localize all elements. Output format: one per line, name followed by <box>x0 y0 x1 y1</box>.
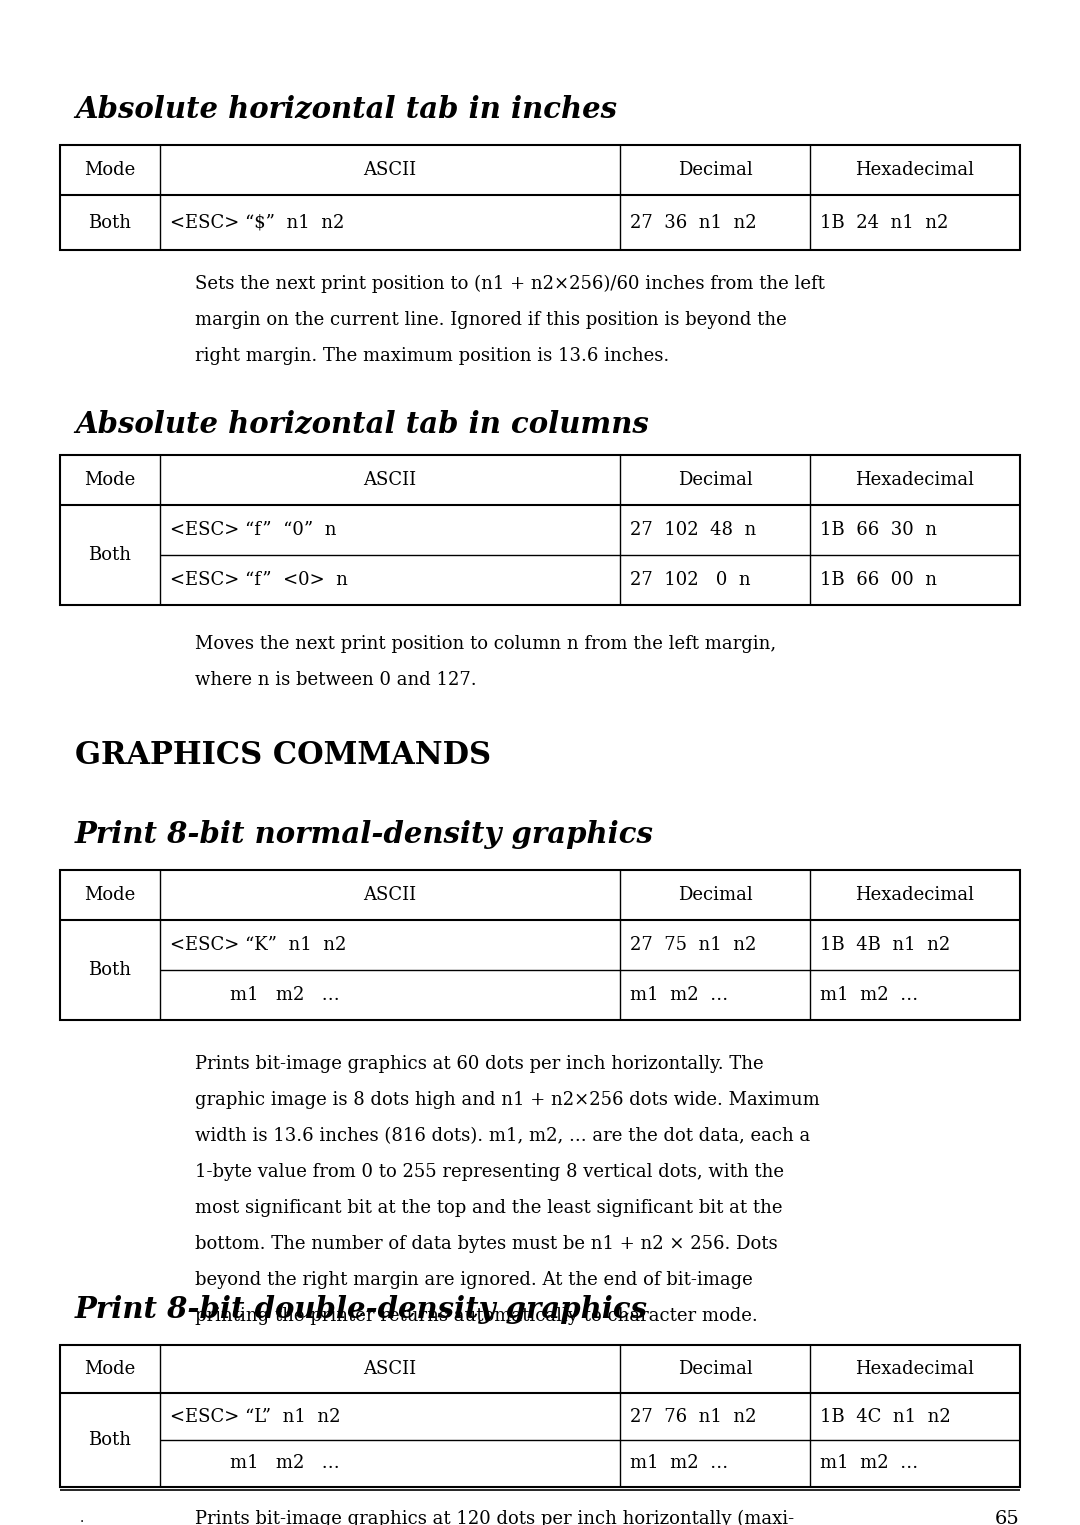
Text: GRAPHICS COMMANDS: GRAPHICS COMMANDS <box>75 740 491 772</box>
Text: m1  m2  …: m1 m2 … <box>820 1455 918 1473</box>
Text: m1   m2   …: m1 m2 … <box>230 987 340 1003</box>
Text: Both: Both <box>89 961 132 979</box>
Text: m1  m2  …: m1 m2 … <box>630 987 728 1003</box>
Text: margin on the current line. Ignored if this position is beyond the: margin on the current line. Ignored if t… <box>195 311 786 329</box>
Text: Decimal: Decimal <box>677 471 753 490</box>
Text: Hexadecimal: Hexadecimal <box>855 162 974 178</box>
Text: Moves the next print position to column n from the left margin,: Moves the next print position to column … <box>195 634 777 653</box>
Text: Decimal: Decimal <box>677 886 753 904</box>
Bar <box>60 1345 1020 1487</box>
Text: m1  m2  …: m1 m2 … <box>630 1455 728 1473</box>
Text: right margin. The maximum position is 13.6 inches.: right margin. The maximum position is 13… <box>195 348 670 364</box>
Text: ASCII: ASCII <box>364 1360 417 1379</box>
Text: ·: · <box>80 1514 84 1525</box>
Text: Hexadecimal: Hexadecimal <box>855 886 974 904</box>
Text: 1B  4C  n1  n2: 1B 4C n1 n2 <box>820 1408 950 1426</box>
Text: Absolute horizontal tab in inches: Absolute horizontal tab in inches <box>75 95 617 124</box>
Text: Prints bit-image graphics at 60 dots per inch horizontally. The: Prints bit-image graphics at 60 dots per… <box>195 1055 764 1074</box>
Text: Sets the next print position to (n1 + n2×256)/60 inches from the left: Sets the next print position to (n1 + n2… <box>195 274 825 293</box>
Text: Both: Both <box>89 214 132 232</box>
Text: Absolute horizontal tab in columns: Absolute horizontal tab in columns <box>75 410 649 439</box>
Text: 1B  4B  n1  n2: 1B 4B n1 n2 <box>820 936 950 955</box>
Text: <ESC> “K”  n1  n2: <ESC> “K” n1 n2 <box>170 936 347 955</box>
Text: Mode: Mode <box>84 162 136 178</box>
Text: 1B  24  n1  n2: 1B 24 n1 n2 <box>820 214 948 232</box>
Text: Print 8-bit double-density graphics: Print 8-bit double-density graphics <box>75 1295 648 1324</box>
Text: <ESC> “$”  n1  n2: <ESC> “$” n1 n2 <box>170 214 345 232</box>
Text: 1B  66  00  n: 1B 66 00 n <box>820 570 937 589</box>
Text: Decimal: Decimal <box>677 162 753 178</box>
Text: ASCII: ASCII <box>364 162 417 178</box>
Text: ASCII: ASCII <box>364 471 417 490</box>
Text: Mode: Mode <box>84 471 136 490</box>
Text: Both: Both <box>89 1430 132 1449</box>
Text: most significant bit at the top and the least significant bit at the: most significant bit at the top and the … <box>195 1199 783 1217</box>
Text: Both: Both <box>89 546 132 564</box>
Text: 27  102  48  n: 27 102 48 n <box>630 522 756 538</box>
Text: 27  102   0  n: 27 102 0 n <box>630 570 751 589</box>
Text: Mode: Mode <box>84 1360 136 1379</box>
Text: width is 13.6 inches (816 dots). m1, m2, ... are the dot data, each a: width is 13.6 inches (816 dots). m1, m2,… <box>195 1127 810 1145</box>
Text: <ESC> “f”  “0”  n: <ESC> “f” “0” n <box>170 522 337 538</box>
Text: <ESC> “L”  n1  n2: <ESC> “L” n1 n2 <box>170 1408 340 1426</box>
Text: 27  75  n1  n2: 27 75 n1 n2 <box>630 936 756 955</box>
Text: Print 8-bit normal-density graphics: Print 8-bit normal-density graphics <box>75 820 653 849</box>
Text: beyond the right margin are ignored. At the end of bit-image: beyond the right margin are ignored. At … <box>195 1270 753 1289</box>
Text: bottom. The number of data bytes must be n1 + n2 × 256. Dots: bottom. The number of data bytes must be… <box>195 1235 778 1254</box>
Text: <ESC> “f”  <0>  n: <ESC> “f” <0> n <box>170 570 348 589</box>
Text: 27  76  n1  n2: 27 76 n1 n2 <box>630 1408 756 1426</box>
Bar <box>60 145 1020 250</box>
Text: Hexadecimal: Hexadecimal <box>855 1360 974 1379</box>
Text: 1B  66  30  n: 1B 66 30 n <box>820 522 937 538</box>
Text: graphic image is 8 dots high and n1 + n2×256 dots wide. Maximum: graphic image is 8 dots high and n1 + n2… <box>195 1090 820 1109</box>
Text: 27  36  n1  n2: 27 36 n1 n2 <box>630 214 757 232</box>
Text: ASCII: ASCII <box>364 886 417 904</box>
Text: m1  m2  …: m1 m2 … <box>820 987 918 1003</box>
Text: 1-byte value from 0 to 255 representing 8 vertical dots, with the: 1-byte value from 0 to 255 representing … <box>195 1164 784 1180</box>
Text: m1   m2   …: m1 m2 … <box>230 1455 340 1473</box>
Bar <box>60 454 1020 605</box>
Text: Hexadecimal: Hexadecimal <box>855 471 974 490</box>
Text: Mode: Mode <box>84 886 136 904</box>
Text: Decimal: Decimal <box>677 1360 753 1379</box>
Text: printing the printer returns automatically to character mode.: printing the printer returns automatical… <box>195 1307 758 1325</box>
Bar <box>60 869 1020 1020</box>
Text: Prints bit-image graphics at 120 dots per inch horizontally (maxi-: Prints bit-image graphics at 120 dots pe… <box>195 1510 794 1525</box>
Text: where n is between 0 and 127.: where n is between 0 and 127. <box>195 671 476 689</box>
Text: 65: 65 <box>996 1510 1020 1525</box>
